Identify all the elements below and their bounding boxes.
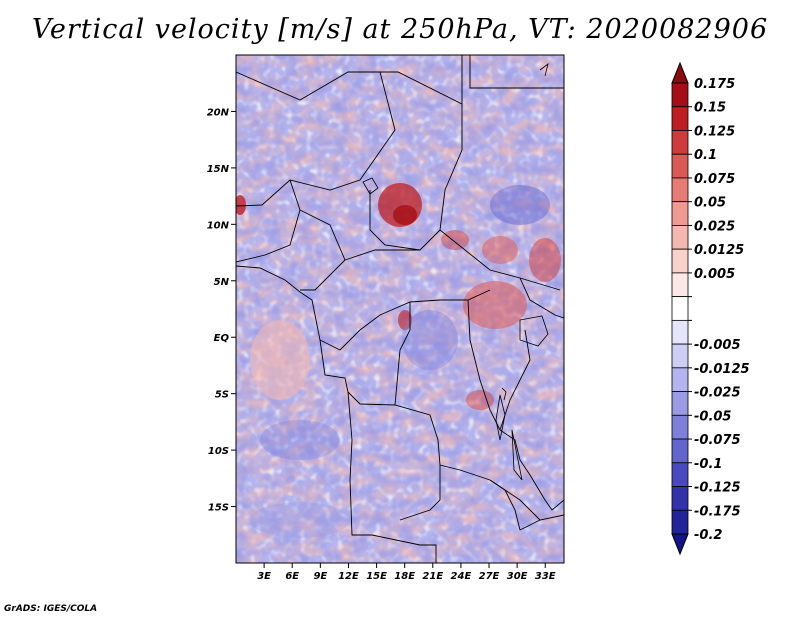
grads-credit: GrADS: IGES/COLA	[4, 604, 98, 614]
lon-tick-label: 24E	[451, 571, 472, 582]
lon-tick-label: 12E	[338, 571, 359, 582]
colorbar-swatch	[671, 462, 689, 487]
colorbar-label: 0.075	[694, 172, 735, 187]
lon-tick-label: 9E	[313, 571, 327, 582]
colorbar-swatch	[671, 225, 689, 250]
colorbar-label: 0.1	[694, 148, 717, 163]
colorbar-swatch	[671, 391, 689, 416]
colorbar-label: -0.2	[694, 528, 722, 543]
colorbar-swatch	[671, 177, 689, 203]
lon-tick-label: 18E	[394, 571, 415, 582]
colorbar-top-arrow	[671, 61, 689, 84]
colorbar-swatch	[671, 438, 689, 464]
colorbar-swatch	[671, 343, 689, 369]
map-frame	[235, 54, 565, 564]
colorbar-label: 0.005	[694, 267, 735, 282]
colorbar: 0.175 0.15 0.125 0.1 0.075 0.05 0.025 0.0125 0.0…	[671, 61, 750, 556]
lat-tick-label: 20N	[207, 107, 230, 118]
lat-tick-label: 15N	[207, 164, 230, 175]
lat-tick-label: 5N	[214, 277, 230, 288]
colorbar-swatch	[671, 153, 689, 179]
longitude-axis: 3E 6E 9E 12E 15E 18E 21E 24E 27E 30E 33E	[257, 563, 556, 582]
colorbar-label: 0.15	[694, 101, 726, 116]
colorbar-label: -0.175	[694, 504, 741, 519]
colorbar-label: 0.025	[694, 219, 735, 234]
colorbar-label: 0.175	[694, 77, 735, 92]
colorbar-label: 0.125	[694, 124, 735, 139]
lon-tick-label: 33E	[535, 571, 556, 582]
lat-tick-label: 15S	[208, 503, 229, 514]
colorbar-label: -0.0125	[694, 362, 750, 377]
colorbar-bottom-arrow	[671, 533, 689, 556]
colorbar-label: -0.075	[694, 433, 741, 448]
latitude-axis: 20N 15N 10N 5N EQ 5S 10S 15S	[207, 107, 236, 514]
lon-tick-label: 21E	[422, 571, 443, 582]
colorbar-label: -0.025	[694, 386, 741, 401]
lon-tick-label: 30E	[507, 571, 528, 582]
lon-tick-label: 3E	[257, 571, 271, 582]
colorbar-swatch	[671, 319, 689, 345]
colorbar-swatch	[671, 486, 689, 511]
lat-tick-label: 10N	[207, 220, 230, 231]
vertical-velocity-field	[236, 55, 564, 563]
lakes	[362, 63, 549, 481]
colorbar-swatch	[671, 201, 689, 226]
colorbar-swatch	[671, 248, 689, 274]
colorbar-label: 0.05	[694, 196, 726, 211]
lon-tick-label: 6E	[285, 571, 299, 582]
lat-tick-label: 5S	[215, 390, 229, 401]
lon-tick-label: 27E	[479, 571, 500, 582]
colorbar-label: -0.1	[694, 457, 722, 472]
colorbar-swatch	[671, 296, 689, 321]
colorbar-label: -0.05	[694, 409, 731, 424]
lat-tick-label: EQ	[214, 333, 230, 344]
lat-tick-label: 10S	[208, 446, 229, 457]
colorbar-swatch	[671, 106, 689, 131]
colorbar-swatch	[671, 367, 689, 392]
colorbar-swatch	[671, 509, 689, 535]
colorbar-label: -0.125	[694, 481, 741, 496]
colorbar-swatch	[671, 414, 689, 440]
chart-title: Vertical velocity [m/s] at 250hPa, VT: 2…	[31, 14, 769, 45]
colorbar-swatch	[671, 272, 689, 298]
colorbar-swatch	[671, 130, 689, 155]
colorbar-label: -0.005	[694, 338, 741, 353]
lon-tick-label: 15E	[366, 571, 387, 582]
country-borders	[236, 55, 564, 563]
colorbar-label: 0.0125	[694, 243, 744, 258]
colorbar-swatch	[671, 82, 689, 108]
